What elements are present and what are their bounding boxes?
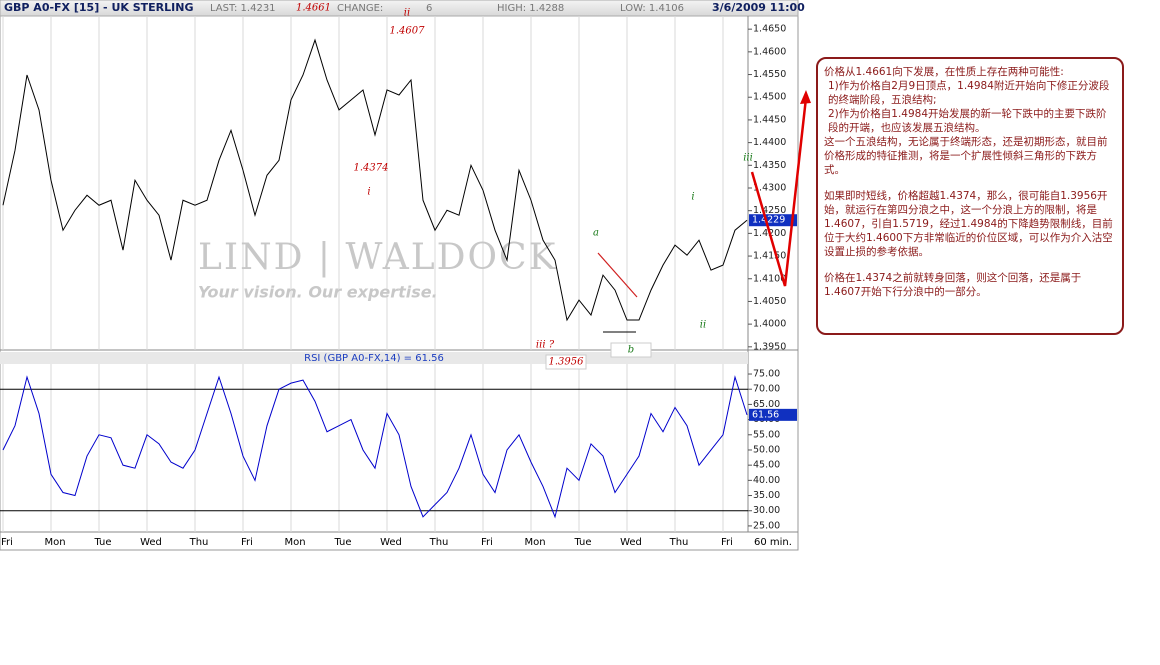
wave-label: i bbox=[691, 192, 694, 203]
x-tick-label: Fri bbox=[721, 537, 733, 548]
y-tick-label: 40.00 bbox=[753, 475, 780, 486]
header-change-value: 6 bbox=[426, 3, 432, 14]
annotation-box bbox=[610, 342, 652, 358]
wave-label: b bbox=[628, 345, 634, 356]
arrowhead bbox=[800, 90, 811, 104]
note-paragraph: 1)作为价格自2月9日顶点，1.4984附近开始向下修正分波段的终端阶段，五浪结… bbox=[828, 80, 1110, 106]
header-high: HIGH: 1.4288 bbox=[497, 3, 564, 14]
wave-label: 1.3956 bbox=[549, 357, 585, 368]
x-tick-label: Tue bbox=[93, 537, 111, 548]
y-tick-label: 1.4300 bbox=[753, 182, 786, 193]
wave-label: 1.4374 bbox=[354, 163, 389, 174]
y-tick-label: 30.00 bbox=[753, 505, 780, 516]
y-tick-label: 70.00 bbox=[753, 384, 780, 395]
grid-layer bbox=[2, 16, 724, 532]
wave-label: ii bbox=[404, 8, 410, 19]
y-tick-label: 1.4600 bbox=[753, 46, 786, 57]
note-paragraph: 如果即时短线，价格超越1.4374，那么，很可能自1.3956开始，就运行在第四… bbox=[824, 190, 1113, 258]
note-paragraph: 2)作为价格自1.4984开始发展的新一轮下跌中的主要下跌阶段的开端，也应该发展… bbox=[828, 108, 1107, 134]
x-tick-label: Tue bbox=[573, 537, 591, 548]
y-tick-label: 75.00 bbox=[753, 369, 780, 380]
wave-label: ii bbox=[700, 320, 706, 331]
y-tick-label: 50.00 bbox=[753, 444, 780, 455]
y-tick-label: 1.4400 bbox=[753, 137, 786, 148]
header-bar bbox=[0, 0, 799, 17]
x-tick-label: Wed bbox=[620, 537, 642, 548]
watermark-slogan: Your vision. Our expertise. bbox=[198, 283, 438, 302]
wave-label: a bbox=[593, 228, 599, 239]
plot-layer: Fri Mon Tue Wed Thu Fri Mon Tue Wed Thu Fri Mon Tue W… bbox=[0, 8, 797, 548]
y-tick-label: 35.00 bbox=[753, 490, 780, 501]
y-tick-label: 1.4100 bbox=[753, 273, 786, 284]
y-tick-label: 1.3950 bbox=[753, 341, 786, 352]
header-date: 3/6/2009 11:00 bbox=[712, 1, 805, 14]
rsi-title: RSI (GBP A0-FX,14) = 61.56 bbox=[304, 353, 444, 364]
y-tick-label: 1.4450 bbox=[753, 114, 786, 125]
note-paragraph: 价格在1.4374之前就转身回落，则这个回落，还是属于1.4607开始下行分浪中… bbox=[824, 272, 1082, 298]
wave-label: 1.4607 bbox=[390, 26, 426, 37]
header-low: LOW: 1.4106 bbox=[620, 3, 684, 14]
series-line bbox=[2, 375, 748, 519]
note-paragraph: 这一个五浪结构，无论属于终端形态，还是初期形态，就目前价格形成的特征推测，将是一… bbox=[824, 136, 1108, 176]
wave-label: i bbox=[367, 187, 370, 198]
y-tick-label: 65.00 bbox=[753, 399, 780, 410]
trend-line bbox=[597, 252, 638, 298]
y-tick-label: 55.00 bbox=[753, 429, 780, 440]
last-value-box bbox=[749, 408, 797, 421]
x-tick-label: Tue bbox=[333, 537, 351, 548]
x-tick-label: Mon bbox=[524, 537, 545, 548]
x-tick-label: Thu bbox=[669, 537, 689, 548]
x-tick-label: Thu bbox=[429, 537, 449, 548]
watermark-brand: LIND | WALDOCK bbox=[198, 237, 557, 278]
note-paragraph: 价格从1.4661向下发展，在性质上存在两种可能性: bbox=[824, 66, 1064, 78]
note-box: 价格从1.4661向下发展，在性质上存在两种可能性: 1)作为价格自2月9日顶点，… bbox=[816, 57, 1124, 335]
y-tick-label: 1.4050 bbox=[753, 296, 786, 307]
x-tick-label: Mon bbox=[44, 537, 65, 548]
x-unit-label: 60 min. bbox=[754, 537, 792, 548]
y-tick-label: 1.4350 bbox=[753, 160, 786, 171]
x-tick-label: Thu bbox=[189, 537, 209, 548]
x-tick-label: Fri bbox=[241, 537, 253, 548]
annotation-box bbox=[545, 354, 587, 370]
chart-frame bbox=[0, 0, 799, 551]
header-title: GBP A0-FX [15] - UK STERLING bbox=[4, 1, 193, 14]
y-tick-label: 1.4500 bbox=[753, 92, 786, 103]
x-tick-label: Wed bbox=[380, 537, 402, 548]
last-value-label: 61.56 bbox=[752, 409, 779, 420]
x-tick-label: Wed bbox=[140, 537, 162, 548]
header-overlay: 1.4661 bbox=[296, 3, 331, 14]
y-tick-label: 1.4150 bbox=[753, 251, 786, 262]
arrow bbox=[750, 97, 808, 287]
header-last: LAST: 1.4231 bbox=[210, 3, 276, 14]
y-tick-label: 1.4650 bbox=[753, 24, 786, 35]
y-tick-label: 1.4000 bbox=[753, 319, 786, 330]
wave-label: iii ? bbox=[536, 340, 555, 351]
y-tick-label: 1.4550 bbox=[753, 69, 786, 80]
x-tick-label: Fri bbox=[1, 537, 13, 548]
series-line bbox=[2, 38, 748, 322]
x-tick-label: Mon bbox=[284, 537, 305, 548]
y-tick-label: 25.00 bbox=[753, 520, 780, 531]
header-change: CHANGE: bbox=[337, 3, 383, 14]
last-value-box bbox=[749, 214, 797, 227]
y-tick-label: 45.00 bbox=[753, 460, 780, 471]
wave-label: iii bbox=[743, 153, 753, 164]
y-tick-label: 1.4250 bbox=[753, 205, 786, 216]
x-tick-label: Fri bbox=[481, 537, 493, 548]
last-value-label: 1.4229 bbox=[752, 215, 785, 226]
